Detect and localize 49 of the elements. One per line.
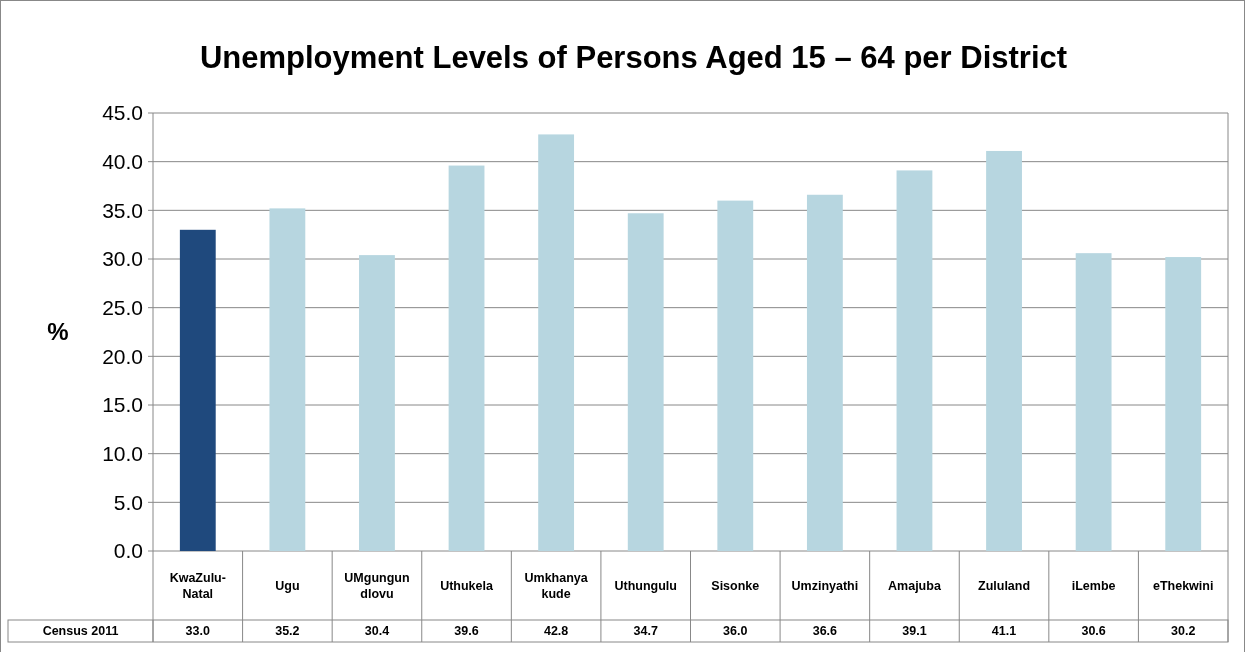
y-tick-label: 35.0 <box>102 198 143 222</box>
x-tick-label: Ugu <box>275 578 300 593</box>
x-tick-label: iLembe <box>1071 578 1116 593</box>
x-tick-label: Umkhanyakude <box>524 570 589 601</box>
bar <box>269 208 306 551</box>
y-tick-label: 0.0 <box>113 539 143 563</box>
x-tick-label: KwaZulu-Natal <box>169 570 226 601</box>
bar <box>627 213 664 551</box>
y-tick-label: 40.0 <box>102 150 143 174</box>
bar <box>538 134 575 551</box>
data-label: 30.2 <box>1171 624 1196 639</box>
data-label: 36.0 <box>723 624 748 639</box>
x-tick-label: Sisonke <box>711 578 760 593</box>
data-label: 30.4 <box>364 624 390 639</box>
bar <box>986 150 1022 551</box>
y-tick-label: 20.0 <box>102 344 143 368</box>
data-label: 30.6 <box>1081 624 1106 639</box>
data-label: 33.0 <box>185 624 210 639</box>
data-label: 35.2 <box>275 624 300 639</box>
data-label: 39.1 <box>902 624 927 639</box>
bar <box>1075 253 1112 551</box>
y-tick-label: 15.0 <box>102 393 143 417</box>
bar <box>1165 257 1202 551</box>
x-tick-label: Amajuba <box>888 578 942 593</box>
x-tick-label: Uthukela <box>440 578 494 593</box>
y-tick-label: 10.0 <box>102 442 143 466</box>
x-tick-label: eThekwini <box>1152 578 1214 593</box>
x-tick-label: Umzinyathi <box>791 578 859 593</box>
data-label: 41.1 <box>991 624 1017 639</box>
bar <box>806 194 843 551</box>
x-tick-label: UMgungundlovu <box>344 570 410 601</box>
x-tick-label: Zululand <box>978 578 1031 593</box>
y-tick-label: 25.0 <box>102 296 143 320</box>
data-label: 36.6 <box>812 624 838 639</box>
y-axis-title: % <box>47 318 69 346</box>
data-label: 42.8 <box>543 624 569 639</box>
bar <box>179 229 216 551</box>
bar <box>896 170 933 551</box>
bar <box>448 165 485 551</box>
text: Census 2011 <box>42 624 119 639</box>
y-tick-label: 5.0 <box>113 490 143 514</box>
x-tick-label: Uthungulu <box>614 578 677 593</box>
chart-title: Unemployment Levels of Persons Aged 15 – 64 per District <box>199 40 1068 75</box>
y-tick-label: 30.0 <box>102 247 143 271</box>
data-label: 34.7 <box>633 624 658 639</box>
bar <box>359 255 395 551</box>
bar <box>717 200 754 551</box>
data-label: 39.6 <box>454 624 479 639</box>
y-tick-label: 45.0 <box>102 101 143 125</box>
